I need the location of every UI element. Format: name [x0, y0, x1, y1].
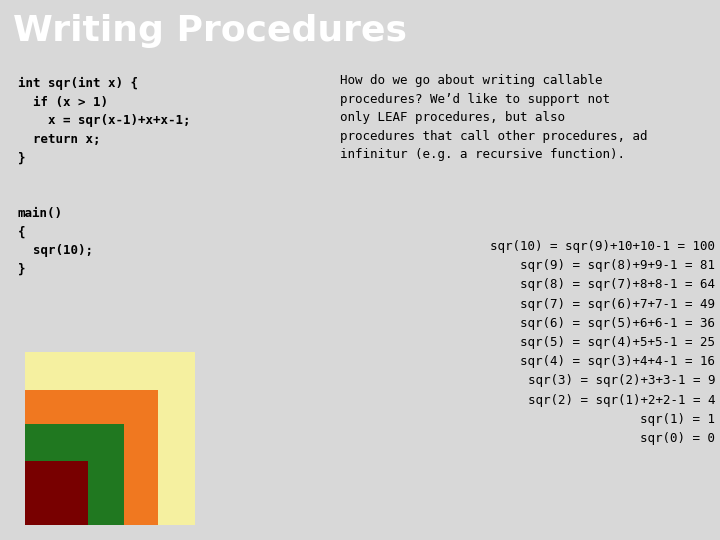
Text: int sqr(int x) {
  if (x > 1)
    x = sqr(x-1)+x+x-1;
  return x;
}


main()
{
 : int sqr(int x) { if (x > 1) x = sqr(x-1)…	[18, 77, 191, 275]
Text: Writing Procedures: Writing Procedures	[13, 14, 407, 48]
Bar	[25, 424, 124, 525]
Text: sqr(10) = sqr(9)+10+10-1 = 100
      sqr(9) = sqr(8)+9+9-1 = 81
      sqr(8) = s: sqr(10) = sqr(9)+10+10-1 = 100 sqr(9) = …	[460, 240, 715, 445]
Bar	[25, 390, 158, 525]
Bar	[25, 461, 88, 525]
Bar	[25, 352, 195, 525]
Text: How do we go about writing callable
procedures? We’d like to support not
only LE: How do we go about writing callable proc…	[340, 75, 647, 161]
